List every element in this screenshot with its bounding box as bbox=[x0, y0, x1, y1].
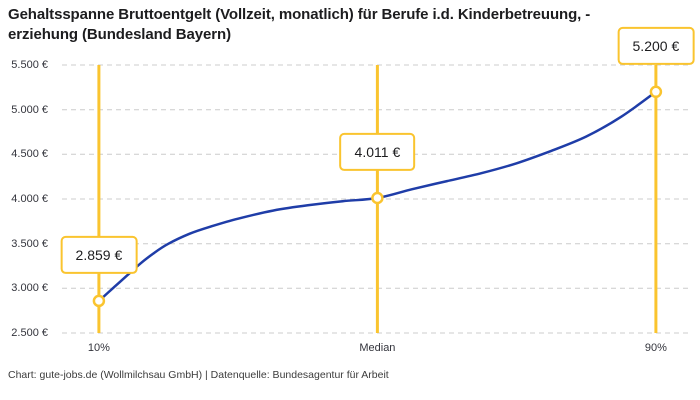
value-label-10th-percentile: 2.859 € bbox=[60, 235, 138, 275]
y-axis-tick-label: 4.000 € bbox=[11, 193, 48, 205]
data-point-marker bbox=[92, 294, 106, 308]
value-label-90th-percentile: 5.200 € bbox=[617, 26, 695, 65]
data-point-marker bbox=[649, 85, 663, 99]
chart-attribution: Chart: gute-jobs.de (Wollmilchsau GmbH) … bbox=[8, 369, 389, 381]
salary-curve bbox=[97, 90, 658, 303]
y-axis-tick-label: 3.500 € bbox=[11, 237, 48, 250]
x-axis-label-10th-percentile: 10% bbox=[87, 342, 110, 354]
y-axis-tick-label: 3.000 € bbox=[11, 282, 48, 295]
y-axis-tick-label: 5.500 € bbox=[11, 59, 48, 71]
y-axis-tick-label: 4.500 € bbox=[11, 148, 48, 161]
chart-title: Gehaltsspanne Bruttoentgelt (Vollzeit, m… bbox=[8, 6, 591, 44]
x-axis-label-90th-percentile: 90% bbox=[644, 342, 667, 354]
x-axis-label-median: Median bbox=[359, 342, 396, 354]
value-label-median: 4.011 € bbox=[339, 132, 416, 172]
y-axis-tick-label: 2.500 € bbox=[11, 327, 48, 339]
data-point-marker bbox=[371, 191, 384, 205]
y-axis-tick-label: 5.000 € bbox=[11, 103, 48, 116]
